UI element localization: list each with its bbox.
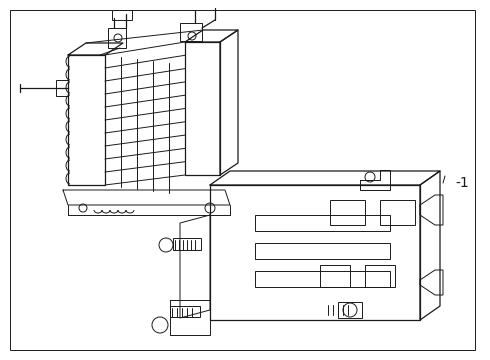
Bar xyxy=(255,243,390,259)
Bar xyxy=(56,80,68,95)
Bar xyxy=(68,55,105,185)
Bar xyxy=(180,23,202,41)
Bar xyxy=(338,302,362,318)
Bar xyxy=(255,271,390,287)
Bar xyxy=(255,215,390,231)
Bar xyxy=(170,306,200,317)
Bar xyxy=(365,265,395,287)
Bar xyxy=(320,265,350,287)
Bar xyxy=(173,238,201,250)
Bar xyxy=(330,200,365,225)
Bar xyxy=(380,200,415,225)
Bar xyxy=(185,42,220,175)
Bar xyxy=(210,185,420,320)
Bar xyxy=(108,28,126,48)
Text: -1: -1 xyxy=(455,176,469,190)
Bar xyxy=(112,10,132,20)
